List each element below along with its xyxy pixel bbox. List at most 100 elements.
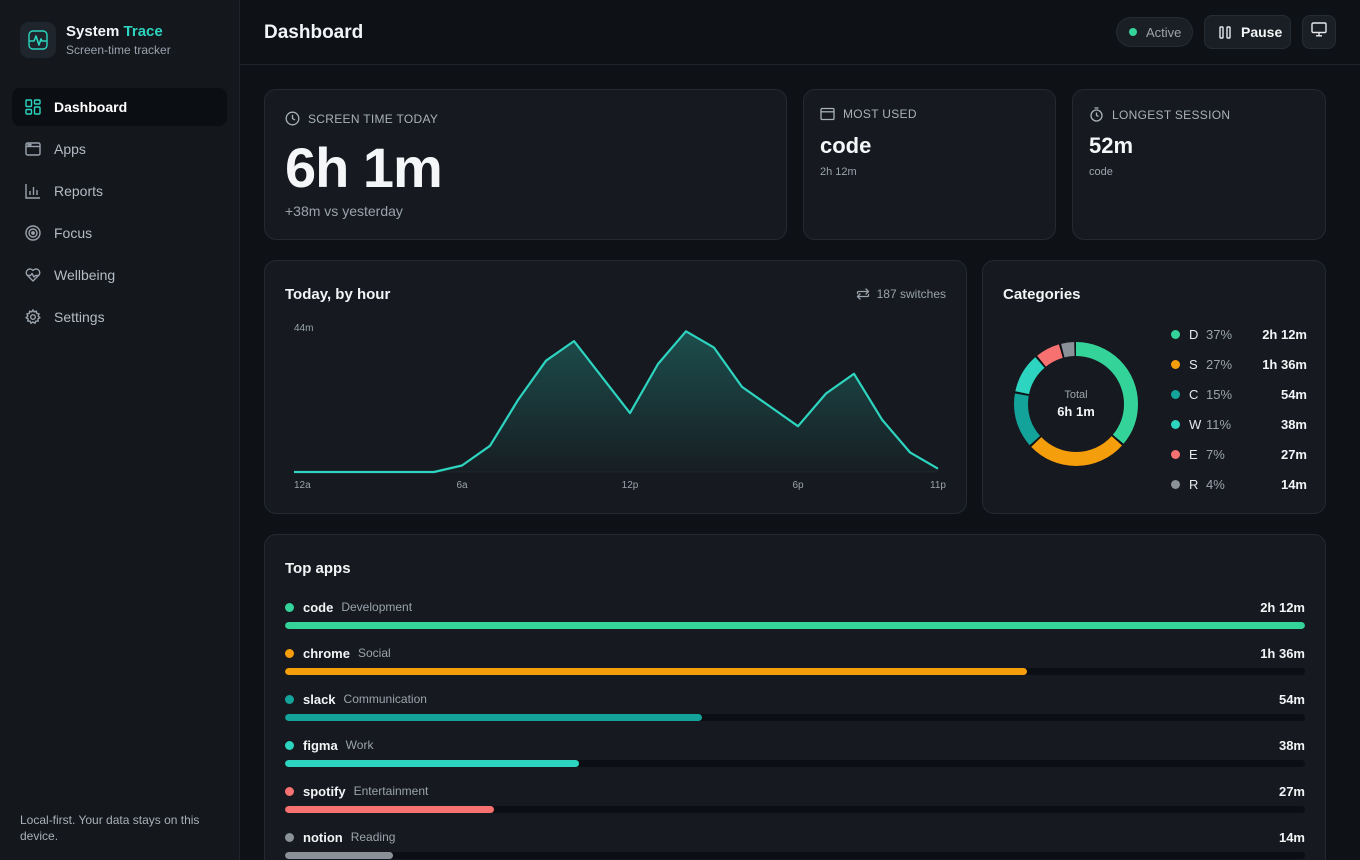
swap-icon [856,288,870,300]
sidebar-item-label: Dashboard [54,99,128,115]
app-time: 2h 12m [1260,599,1305,615]
app-category: Development [341,600,413,614]
sidebar-item-reports[interactable]: Reports [12,172,227,210]
stopwatch-icon [1089,107,1104,122]
donut-slice-2[interactable] [1014,342,1138,466]
sidebar-item-apps[interactable]: Apps [12,130,227,168]
category-row[interactable]: C 15% 54m [1171,379,1307,409]
app-name: figma [303,737,338,753]
category-row[interactable]: E 7% 27m [1171,439,1307,469]
app-category: Entertainment [353,784,429,798]
app-usage-fill [285,714,703,721]
screen-time-label: SCREEN TIME TODAY [285,111,438,126]
pause-label: Pause [1241,24,1283,40]
status-dot-icon [1129,28,1137,36]
hourly-chart-card: Today, by hour 187 switches 44m 12a 6a 12p… [264,260,967,514]
app-row[interactable]: slack Communication 54m [285,689,1305,735]
sidebar-item-focus[interactable]: Focus [12,214,227,252]
category-name: E [1189,446,1198,462]
category-row[interactable]: D 37% 2h 12m [1171,319,1307,349]
donut-slice-0[interactable] [1014,342,1138,466]
category-name: R [1189,476,1199,492]
pulse-logo-icon [20,22,56,58]
app-row[interactable]: figma Work 38m [285,735,1305,781]
display-button[interactable] [1302,15,1336,49]
donut-slice-1[interactable] [1014,342,1138,466]
categories-legend: D 37% 2h 12m S 27% 1h 36m C 15% 54m W 11% 38m E 7% 27m… [1171,319,1307,499]
longest-session-value: 52m [1089,133,1134,158]
category-name: D [1189,326,1199,342]
longest-session-sub: code [1089,166,1113,178]
sidebar-item-label: Focus [54,225,93,241]
category-dot-icon [1171,329,1180,339]
category-dot-icon [1171,479,1180,489]
category-time: 1h 36m [1262,356,1307,372]
sidebar-item-label: Apps [54,141,86,157]
category-row[interactable]: W 11% 38m [1171,409,1307,439]
status-badge: Active [1116,17,1193,47]
app-dot-icon [285,786,294,796]
category-dot-icon [1171,359,1180,369]
top-bar: Dashboard Active Pause [240,0,1360,65]
category-name: W [1189,416,1202,432]
app-name: code [303,599,334,615]
switch-count: 187 switches [856,287,946,301]
screen-time-delta: +38m vs yesterday [285,203,403,219]
app-row[interactable]: code Development 2h 12m [285,597,1305,643]
category-percent: 4% [1206,476,1225,492]
app-name: notion [303,829,343,845]
categories-card: Categories Total 6h 1m D 37% 2h 12m S 27% 1h … [982,260,1326,514]
app-usage-bar [285,760,1305,767]
most-used-card: MOST USED code 2h 12m [803,89,1056,240]
donut-chart [1014,342,1138,466]
sidebar-item-settings[interactable]: Settings [12,298,227,336]
x-tick-label: 12a [294,480,311,491]
target-icon [24,224,42,242]
app-usage-bar [285,806,1305,813]
category-time: 38m [1280,416,1307,432]
app-category: Communication [343,692,427,706]
grid-icon [24,98,42,116]
app-usage-fill [285,852,394,859]
sidebar-item-label: Settings [54,309,105,325]
app-category: Social [357,646,391,660]
sidebar-item-label: Wellbeing [54,267,116,283]
app-dot-icon [285,602,294,612]
category-name: C [1189,386,1199,402]
clock-icon [285,111,300,126]
top-apps-list: code Development 2h 12m chrome Social 1h 36m s… [285,597,1305,860]
category-dot-icon [1171,419,1180,429]
category-percent: 37% [1206,326,1233,342]
app-usage-bar [285,668,1305,675]
app-usage-fill [285,806,495,813]
category-row[interactable]: R 4% 14m [1171,469,1307,499]
app-row[interactable]: chrome Social 1h 36m [285,643,1305,689]
privacy-note: Local-first. Your data stays on this dev… [20,813,200,843]
app-row[interactable]: notion Reading 14m [285,827,1305,860]
monitor-icon [1311,22,1327,42]
app-name: chrome [303,645,350,661]
app-name: spotify [303,783,346,799]
app-row[interactable]: spotify Entertainment 27m [285,781,1305,827]
sidebar-item-wellbeing[interactable]: Wellbeing [12,256,227,294]
app-time: 38m [1278,737,1305,753]
category-time: 14m [1280,476,1307,492]
category-row[interactable]: S 27% 1h 36m [1171,349,1307,379]
app-usage-fill [285,668,1027,675]
category-time: 54m [1280,386,1307,402]
sidebar-item-dashboard[interactable]: Dashboard [12,88,227,126]
donut-center: Total 6h 1m [1013,341,1139,467]
top-apps-card: Top apps code Development 2h 12m chrome Soci… [264,534,1326,860]
heart-pulse-icon [24,266,42,284]
hourly-chart-title: Today, by hour [285,286,391,303]
gear-icon [24,308,42,326]
hourly-area-chart: 44m 12a 6a 12p 6p 11p [294,323,946,491]
top-apps-title: Top apps [285,560,351,577]
app-title: System Trace [66,23,163,40]
brand[interactable]: System Trace Screen-time tracker [20,22,171,58]
x-tick-label: 11p [930,480,946,491]
app-usage-fill [285,760,579,767]
pause-button[interactable]: Pause [1204,15,1291,49]
app-name: slack [303,691,336,707]
app-dot-icon [285,694,294,704]
